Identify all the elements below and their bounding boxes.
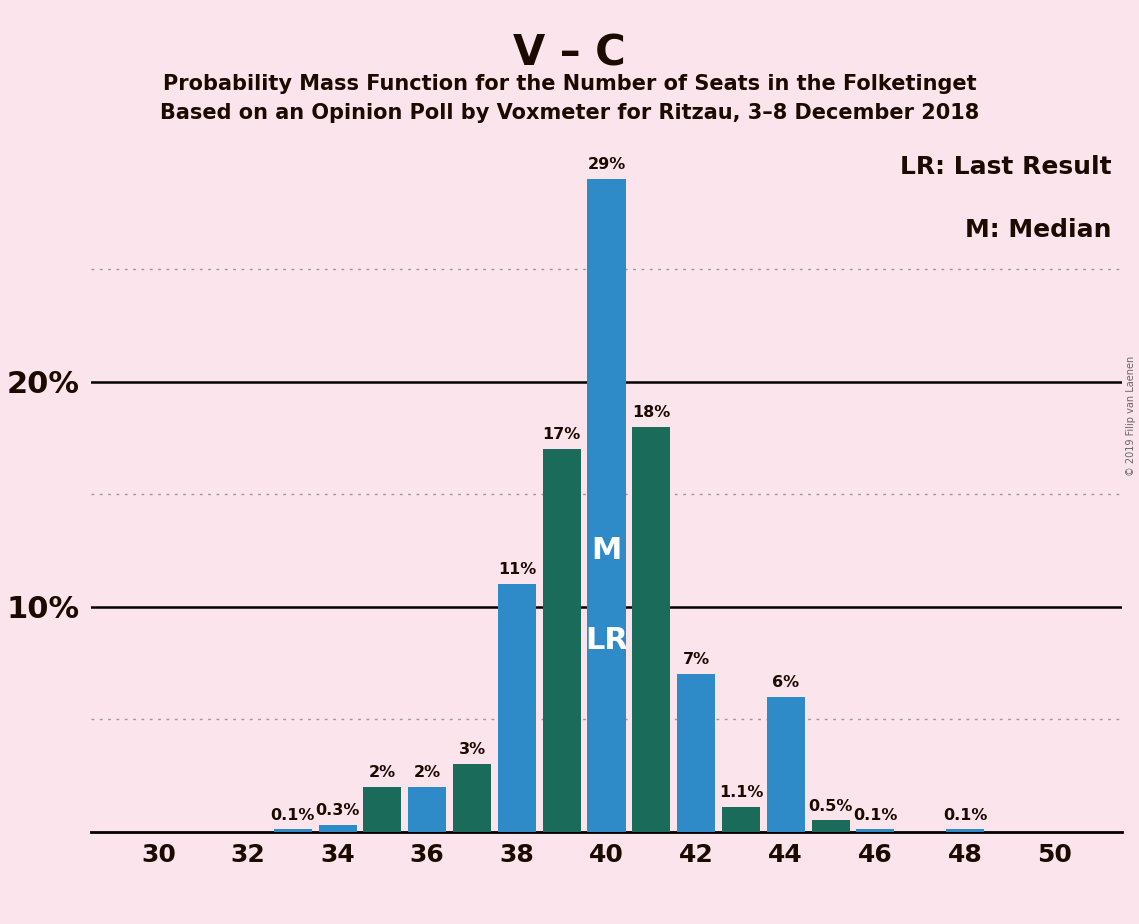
Text: 11%: 11% [498,563,536,578]
Bar [632,427,671,832]
Text: © 2019 Filip van Laenen: © 2019 Filip van Laenen [1126,356,1136,476]
Text: 0.1%: 0.1% [271,808,316,822]
Bar [498,584,536,832]
Text: 18%: 18% [632,405,671,419]
Text: Probability Mass Function for the Number of Seats in the Folketinget: Probability Mass Function for the Number… [163,74,976,94]
Bar [588,179,625,832]
Text: M: Median: M: Median [965,218,1112,242]
Text: 2%: 2% [369,765,396,780]
Text: V – C: V – C [514,32,625,74]
Bar [542,449,581,832]
Text: 0.3%: 0.3% [316,803,360,818]
Bar [319,825,357,832]
Text: 1.1%: 1.1% [719,785,763,800]
Bar [722,807,760,832]
Text: 0.1%: 0.1% [943,808,988,822]
Text: 17%: 17% [542,427,581,443]
Text: 3%: 3% [459,742,485,758]
Bar [947,830,984,832]
Bar [273,830,312,832]
Bar [453,764,491,832]
Bar [857,830,894,832]
Text: 7%: 7% [682,652,710,667]
Text: 0.5%: 0.5% [809,798,853,814]
Bar [812,821,850,832]
Bar [408,786,446,832]
Text: Based on an Opinion Poll by Voxmeter for Ritzau, 3–8 December 2018: Based on an Opinion Poll by Voxmeter for… [159,103,980,124]
Text: 6%: 6% [772,675,800,690]
Bar [677,675,715,832]
Text: LR: LR [585,626,628,655]
Bar [363,786,401,832]
Text: 0.1%: 0.1% [853,808,898,822]
Bar [767,697,805,832]
Text: LR: Last Result: LR: Last Result [900,155,1112,179]
Text: 29%: 29% [588,157,625,172]
Text: M: M [591,536,622,565]
Text: 2%: 2% [413,765,441,780]
